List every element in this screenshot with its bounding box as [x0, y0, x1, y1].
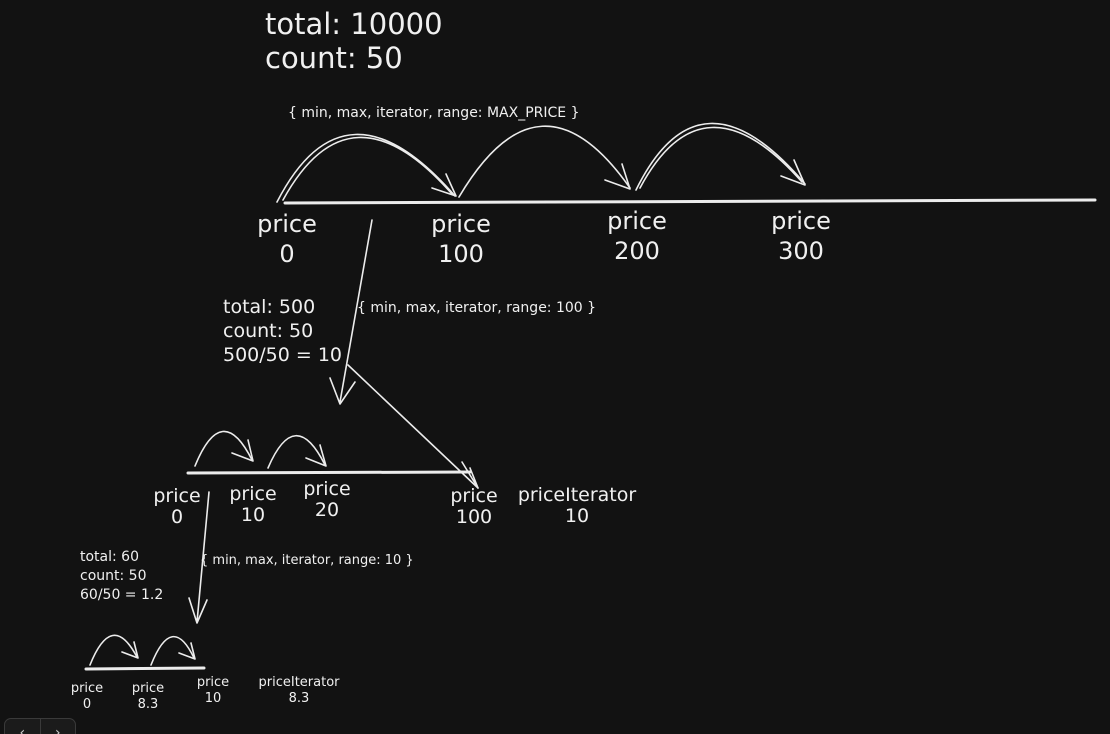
level0-count: count: 50 [265, 41, 403, 75]
level1-price-iterator: priceIterator 10 [518, 486, 636, 526]
level0-hop-arrow-1-alt [282, 136, 453, 201]
level0-hop-arrowhead-2 [604, 163, 631, 190]
tick-label: price [771, 207, 831, 235]
level0-tick-0: price 0 [257, 212, 317, 266]
level0-hop-arrow-3 [635, 122, 806, 191]
tick-label: price [450, 485, 498, 507]
tick-label: price [303, 478, 351, 500]
tick-label: price [257, 210, 317, 238]
tick-label: price [153, 485, 201, 507]
level2-axis-line [84, 666, 206, 671]
level0-hop-arrowhead-3 [780, 159, 806, 186]
level2-hop-arrowhead-1 [121, 641, 139, 659]
nav-prev-button[interactable]: ‹ [19, 725, 26, 734]
level2-ratio: 60/50 = 1.2 [80, 587, 164, 603]
level2-tick-8-3: price 8.3 [132, 682, 164, 711]
level0-tick-200: price 200 [607, 209, 667, 263]
tick-value: 0 [279, 240, 295, 268]
level0-range-note: { min, max, iterator, range: MAX_PRICE } [288, 105, 580, 121]
tick-label: price [70, 681, 104, 696]
iterator-value: 10 [564, 505, 590, 527]
level0-axis-line [283, 198, 1097, 205]
level2-hop-arrowhead-2 [178, 642, 196, 660]
level1-ratio: 500/50 = 10 [223, 344, 343, 366]
level2-hop-arrow-2 [150, 635, 195, 666]
level0-hop-arrowhead-1 [431, 173, 457, 197]
level1-range-note: { min, max, iterator, range: 100 } [357, 300, 597, 316]
tick-value: 300 [778, 237, 824, 265]
zoom-arrowhead-0-to-1 [329, 377, 356, 405]
level2-tick-10: price 10 [197, 676, 229, 705]
tick-value: 200 [614, 237, 660, 265]
tick-label: price [196, 675, 230, 690]
tick-value: 8.3 [137, 697, 159, 712]
zoom-arrow-0-to-1 [339, 219, 373, 403]
tick-label: price [131, 681, 165, 696]
level0-hop-arrow-2 [458, 125, 631, 198]
tick-value: 10 [204, 691, 222, 706]
tick-value: 20 [314, 499, 340, 521]
level1-tick-20: price 20 [303, 480, 350, 520]
level2-count: count: 50 [80, 568, 147, 584]
tick-label: price [431, 210, 491, 238]
level0-hop-arrow-1 [276, 133, 456, 203]
level1-total: total: 500 [223, 296, 316, 318]
level1-tick-0: price 0 [153, 487, 200, 527]
jump-arrow-to-price-100 [347, 364, 479, 489]
level1-count: count: 50 [223, 320, 314, 342]
level2-hop-arrow-1 [89, 634, 138, 666]
level1-hop-arrow-1 [194, 430, 253, 467]
level0-hop-arrow-3-alt [639, 126, 803, 189]
page-nav-control: ‹ › [4, 718, 76, 734]
tick-value: 0 [82, 697, 92, 712]
tick-value: 100 [438, 240, 484, 268]
level0-tick-300: price 300 [771, 209, 831, 263]
tick-label: price [607, 207, 667, 235]
tick-value: 0 [170, 506, 184, 528]
tick-value: 100 [455, 506, 493, 528]
zoom-arrowhead-1-to-2 [188, 597, 208, 624]
level2-tick-0: price 0 [71, 682, 103, 711]
level2-price-iterator: priceIterator 8.3 [259, 676, 340, 705]
level1-hop-arrow-2 [267, 435, 326, 469]
iterator-label: priceIterator [517, 484, 637, 506]
tick-label: price [229, 483, 277, 505]
iterator-label: priceIterator [258, 675, 340, 690]
level0-tick-100: price 100 [431, 212, 491, 266]
level1-axis-line [186, 470, 472, 475]
zoom-arrow-1-to-2 [196, 491, 210, 623]
level2-range-note: { min, max, iterator, range: 10 } [200, 553, 414, 568]
level1-tick-100: price 100 [450, 487, 497, 527]
level2-total: total: 60 [80, 549, 139, 565]
nav-next-button[interactable]: › [39, 719, 76, 734]
level1-hop-arrowhead-1 [231, 439, 254, 462]
level1-tick-10: price 10 [229, 485, 276, 525]
level1-hop-arrowhead-2 [305, 444, 327, 467]
tick-value: 10 [240, 504, 266, 526]
level0-total: total: 10000 [265, 7, 443, 41]
iterator-value: 8.3 [288, 691, 310, 706]
